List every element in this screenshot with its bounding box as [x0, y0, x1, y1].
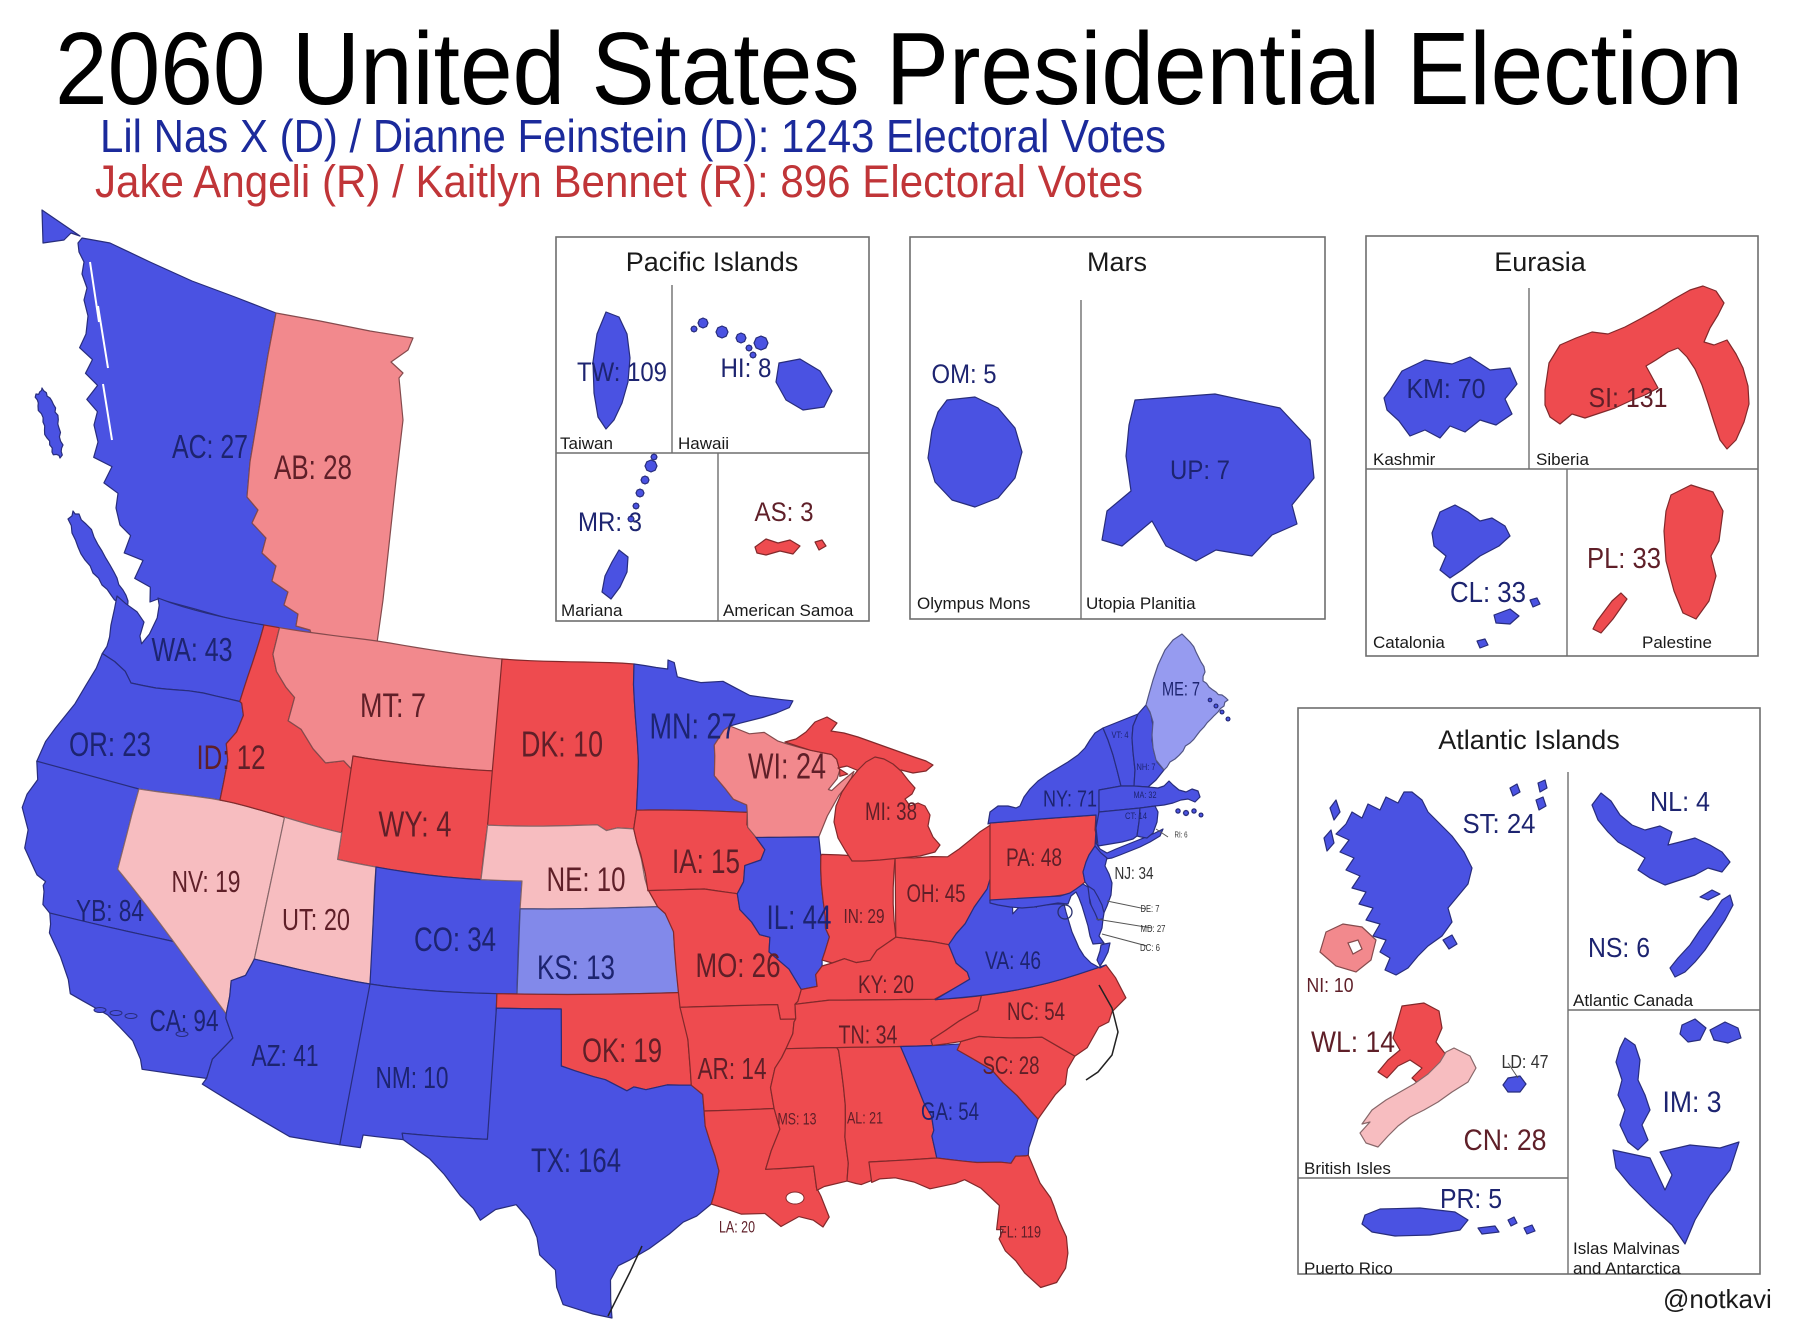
- svg-text:MI: 38: MI: 38: [865, 799, 917, 826]
- svg-text:DK: 10: DK: 10: [521, 724, 603, 764]
- svg-text:CO: 34: CO: 34: [414, 921, 496, 959]
- svg-text:Siberia: Siberia: [1536, 450, 1589, 469]
- svg-text:Eurasia: Eurasia: [1494, 247, 1587, 277]
- svg-text:VA: 46: VA: 46: [985, 948, 1041, 975]
- svg-text:IA: 15: IA: 15: [672, 843, 740, 881]
- svg-text:Olympus Mons: Olympus Mons: [917, 594, 1030, 613]
- svg-text:GA: 54: GA: 54: [921, 1099, 979, 1126]
- svg-text:KY: 20: KY: 20: [858, 972, 914, 999]
- svg-text:CN: 28: CN: 28: [1464, 1124, 1547, 1157]
- svg-text:OH: 45: OH: 45: [907, 881, 966, 908]
- svg-text:DE: 7: DE: 7: [1141, 904, 1160, 915]
- svg-text:Catalonia: Catalonia: [1373, 633, 1445, 652]
- svg-text:AB: 28: AB: 28: [274, 449, 352, 487]
- svg-text:and Antarctica: and Antarctica: [1573, 1259, 1681, 1278]
- svg-text:Utopia Planitia: Utopia Planitia: [1086, 594, 1196, 613]
- svg-text:YB: 84: YB: 84: [76, 895, 144, 928]
- svg-text:UP: 7: UP: 7: [1170, 455, 1230, 485]
- svg-text:NE: 10: NE: 10: [547, 861, 626, 899]
- svg-text:NY: 71: NY: 71: [1043, 785, 1097, 811]
- svg-text:2060 United States Presidentia: 2060 United States Presidential Election: [55, 11, 1743, 126]
- svg-text:Pacific Islands: Pacific Islands: [626, 247, 799, 277]
- svg-text:PL: 33: PL: 33: [1587, 543, 1661, 575]
- svg-text:VT: 4: VT: 4: [1112, 730, 1130, 741]
- svg-text:NC: 54: NC: 54: [1007, 999, 1065, 1026]
- svg-text:TN: 34: TN: 34: [839, 1020, 898, 1050]
- svg-text:NS: 6: NS: 6: [1588, 932, 1650, 963]
- svg-text:LA: 20: LA: 20: [719, 1219, 755, 1237]
- svg-text:Palestine: Palestine: [1642, 633, 1712, 652]
- svg-text:ID: 12: ID: 12: [197, 739, 266, 777]
- svg-text:NV: 19: NV: 19: [172, 866, 241, 899]
- svg-text:PR: 5: PR: 5: [1440, 1183, 1502, 1214]
- svg-text:NH: 7: NH: 7: [1137, 762, 1156, 773]
- svg-text:MS: 13: MS: 13: [778, 1111, 817, 1129]
- svg-text:UT: 20: UT: 20: [282, 904, 350, 937]
- svg-text:Atlantic Canada: Atlantic Canada: [1573, 991, 1694, 1010]
- svg-text:TX: 164: TX: 164: [531, 1142, 621, 1180]
- svg-text:NI: 10: NI: 10: [1307, 975, 1354, 997]
- svg-text:OR: 23: OR: 23: [69, 726, 151, 764]
- svg-text:AL: 21: AL: 21: [847, 1110, 883, 1128]
- svg-text:MD: 27: MD: 27: [1141, 924, 1166, 935]
- svg-text:CL: 33: CL: 33: [1450, 577, 1526, 609]
- svg-text:Mars: Mars: [1087, 247, 1147, 277]
- svg-text:Puerto Rico: Puerto Rico: [1304, 1259, 1393, 1278]
- svg-text:MT: 7: MT: 7: [360, 687, 426, 725]
- svg-text:IM: 3: IM: 3: [1663, 1086, 1722, 1119]
- svg-text:British Isles: British Isles: [1304, 1159, 1391, 1178]
- svg-text:ST: 24: ST: 24: [1463, 808, 1536, 839]
- svg-text:MN: 27: MN: 27: [650, 706, 737, 746]
- svg-text:KM: 70: KM: 70: [1407, 373, 1486, 404]
- svg-text:AZ: 41: AZ: 41: [252, 1040, 319, 1073]
- svg-text:Islas Malvinas: Islas Malvinas: [1573, 1239, 1680, 1258]
- svg-text:WL: 14: WL: 14: [1311, 1026, 1395, 1059]
- svg-text:OK: 19: OK: 19: [582, 1032, 662, 1070]
- svg-text:MR: 3: MR: 3: [578, 507, 642, 537]
- svg-text:@notkavi: @notkavi: [1663, 1284, 1772, 1314]
- svg-text:AC: 27: AC: 27: [172, 428, 248, 465]
- svg-text:Lil Nas X (D) / Dianne Feinste: Lil Nas X (D) / Dianne Feinstein (D): 12…: [100, 110, 1166, 162]
- svg-text:TW: 109: TW: 109: [577, 357, 667, 387]
- svg-text:LD: 47: LD: 47: [1502, 1052, 1549, 1072]
- svg-text:AR: 14: AR: 14: [698, 1053, 767, 1086]
- svg-text:NL: 4: NL: 4: [1650, 786, 1710, 817]
- svg-text:PA: 48: PA: 48: [1006, 845, 1062, 872]
- svg-text:OM: 5: OM: 5: [932, 359, 997, 389]
- svg-text:NJ: 34: NJ: 34: [1115, 863, 1154, 883]
- svg-text:WA: 43: WA: 43: [152, 631, 233, 668]
- svg-text:SI: 131: SI: 131: [1589, 382, 1668, 413]
- svg-text:HI: 8: HI: 8: [721, 353, 772, 383]
- svg-text:AS: 3: AS: 3: [755, 497, 814, 527]
- svg-text:Hawaii: Hawaii: [678, 434, 729, 453]
- svg-text:MO: 26: MO: 26: [696, 947, 781, 985]
- svg-text:ME: 7: ME: 7: [1162, 680, 1200, 701]
- svg-text:FL: 119: FL: 119: [999, 1224, 1041, 1242]
- svg-text:RI: 6: RI: 6: [1175, 830, 1188, 839]
- svg-text:MA: 32: MA: 32: [1134, 790, 1157, 801]
- svg-text:KS: 13: KS: 13: [537, 949, 615, 987]
- svg-text:Taiwan: Taiwan: [560, 434, 613, 453]
- svg-text:WI: 24: WI: 24: [748, 746, 826, 786]
- svg-text:IN: 29: IN: 29: [844, 905, 885, 928]
- svg-text:CA: 94: CA: 94: [150, 1005, 219, 1038]
- svg-text:CT: 14: CT: 14: [1125, 811, 1148, 822]
- svg-text:Kashmir: Kashmir: [1373, 450, 1436, 469]
- svg-text:WY: 4: WY: 4: [379, 804, 452, 844]
- svg-text:Mariana: Mariana: [561, 601, 623, 620]
- svg-text:NM: 10: NM: 10: [376, 1062, 449, 1095]
- svg-text:IL: 44: IL: 44: [767, 899, 832, 937]
- svg-text:Atlantic Islands: Atlantic Islands: [1438, 725, 1620, 755]
- svg-text:Jake Angeli (R) / Kaitlyn Benn: Jake Angeli (R) / Kaitlyn Bennet (R): 89…: [95, 156, 1143, 207]
- svg-text:American Samoa: American Samoa: [723, 601, 854, 620]
- svg-text:DC: 6: DC: 6: [1140, 943, 1160, 954]
- svg-text:SC: 28: SC: 28: [983, 1053, 1040, 1080]
